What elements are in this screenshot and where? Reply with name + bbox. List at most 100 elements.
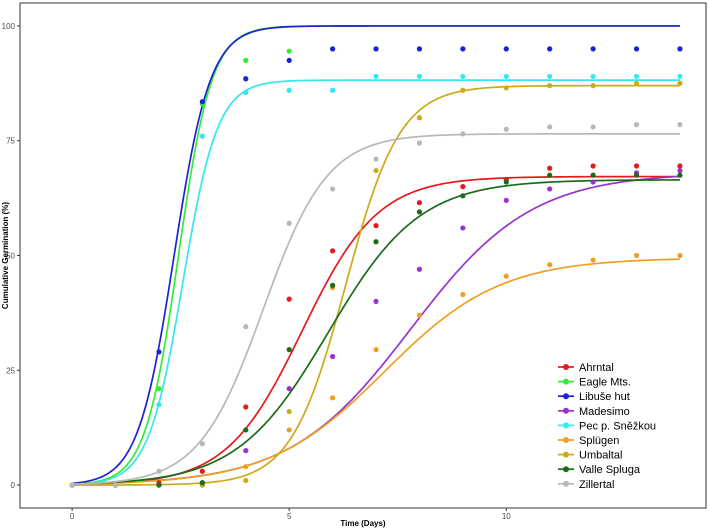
- fit-curve-zillertal: [72, 132, 680, 485]
- legend-key-eagle-mts: [563, 378, 569, 385]
- legend-key-madesimo: [563, 407, 569, 414]
- data-point-splu-gen: [633, 252, 640, 259]
- data-point-libus-e-hut: [503, 46, 509, 52]
- data-point-zillertal: [460, 131, 466, 137]
- data-point-ahrntal: [199, 468, 205, 474]
- data-point-splu-gen: [373, 347, 379, 353]
- legend-label-splu-gen: Splügen: [579, 435, 619, 447]
- data-point-ahrntal: [416, 200, 423, 206]
- data-point-valle-spluga: [330, 282, 336, 288]
- data-point-libus-e-hut: [547, 46, 553, 52]
- data-point-libus-e-hut: [373, 46, 379, 52]
- data-point-madesimo: [547, 186, 553, 192]
- legend-key-zillertal: [563, 480, 569, 487]
- data-point-splu-gen: [503, 273, 509, 279]
- data-point-valle-spluga: [373, 239, 379, 245]
- legend-label-ahrntal: Ahrntal: [579, 362, 614, 374]
- x-tick-label: 10: [502, 512, 511, 521]
- legend-label-zillertal: Zillertal: [579, 479, 614, 491]
- y-tick-label: 50: [6, 252, 15, 261]
- x-tick-label: 5: [287, 512, 292, 521]
- data-point-libus-e-hut: [590, 46, 596, 52]
- data-point-valle-spluga: [503, 179, 509, 185]
- data-point-pec-p-sne-z-kou: [199, 133, 205, 139]
- data-point-zillertal: [416, 140, 423, 146]
- y-tick-label: 25: [6, 366, 15, 375]
- data-point-zillertal: [112, 482, 119, 488]
- data-point-zillertal: [330, 186, 336, 192]
- data-point-splu-gen: [677, 252, 683, 259]
- data-point-ahrntal: [590, 163, 596, 169]
- data-point-libus-e-hut: [460, 46, 466, 52]
- data-points: [69, 46, 683, 488]
- data-point-libus-e-hut: [633, 46, 640, 52]
- data-point-pec-p-sne-z-kou: [547, 73, 553, 80]
- data-point-zillertal: [243, 324, 249, 330]
- data-point-ahrntal: [330, 248, 336, 254]
- y-tick-label: 100: [2, 22, 16, 31]
- data-point-madesimo: [286, 386, 292, 392]
- data-point-valle-spluga: [416, 209, 423, 215]
- data-point-valle-spluga: [677, 172, 683, 178]
- data-point-madesimo: [416, 266, 423, 272]
- data-point-valle-spluga: [243, 427, 249, 433]
- x-axis-label: Time (Days): [340, 519, 386, 528]
- data-point-pec-p-sne-z-kou: [590, 73, 596, 80]
- fit-curve-libus-e-hut: [72, 25, 680, 485]
- legend-key-libus-e-hut: [563, 393, 569, 400]
- fit-curves: [72, 25, 681, 486]
- data-point-valle-spluga: [590, 172, 596, 178]
- data-point-splu-gen: [286, 427, 292, 433]
- data-point-umbaltal: [416, 115, 423, 121]
- data-point-zillertal: [633, 122, 640, 128]
- data-point-valle-spluga: [547, 172, 553, 178]
- data-point-madesimo: [590, 179, 596, 185]
- data-point-valle-spluga: [460, 193, 466, 199]
- data-point-madesimo: [330, 353, 336, 360]
- data-point-valle-spluga: [156, 482, 162, 488]
- y-axis-label: Cumulative Germination (%): [1, 202, 10, 309]
- data-point-umbaltal: [460, 87, 466, 93]
- data-point-pec-p-sne-z-kou: [156, 402, 162, 408]
- data-point-madesimo: [677, 167, 683, 174]
- legend-key-pec-p-sne-z-kou: [563, 422, 569, 429]
- data-point-ahrntal: [547, 165, 553, 171]
- fit-curve-umbaltal: [72, 84, 680, 486]
- data-point-libus-e-hut: [416, 46, 423, 52]
- data-point-zillertal: [286, 220, 292, 226]
- legend-key-valle-spluga: [563, 466, 569, 473]
- data-point-ahrntal: [460, 184, 466, 190]
- fit-curve-splu-gen: [72, 258, 680, 485]
- data-point-libus-e-hut: [330, 46, 336, 52]
- data-point-valle-spluga: [633, 172, 640, 178]
- data-point-splu-gen: [416, 312, 423, 318]
- data-point-zillertal: [69, 482, 75, 488]
- data-point-umbaltal: [547, 83, 553, 89]
- data-point-madesimo: [460, 225, 466, 231]
- data-point-pec-p-sne-z-kou: [373, 73, 379, 80]
- data-point-zillertal: [156, 468, 162, 474]
- data-point-eagle-mts: [286, 48, 292, 54]
- data-point-umbaltal: [243, 477, 249, 484]
- data-point-ahrntal: [677, 163, 683, 169]
- data-point-pec-p-sne-z-kou: [503, 73, 509, 80]
- legend-label-eagle-mts: Eagle Mts.: [579, 377, 631, 389]
- legend-label-umbaltal: Umbaltal: [579, 450, 622, 462]
- data-point-ahrntal: [633, 163, 640, 169]
- data-point-zillertal: [590, 124, 596, 130]
- data-point-umbaltal: [633, 80, 640, 86]
- data-point-libus-e-hut: [243, 76, 249, 82]
- legend-label-valle-spluga: Valle Spluga: [579, 464, 641, 476]
- y-tick-label: 0: [11, 481, 16, 490]
- data-point-splu-gen: [547, 262, 553, 268]
- data-point-libus-e-hut: [199, 99, 205, 105]
- data-point-pec-p-sne-z-kou: [243, 89, 249, 96]
- fit-curve-pec-p-sne-z-kou: [72, 79, 680, 486]
- data-point-eagle-mts: [156, 386, 162, 392]
- data-point-pec-p-sne-z-kou: [416, 73, 423, 80]
- data-point-umbaltal: [373, 167, 379, 174]
- data-point-pec-p-sne-z-kou: [460, 73, 466, 80]
- data-point-zillertal: [373, 156, 379, 162]
- data-point-zillertal: [677, 122, 683, 128]
